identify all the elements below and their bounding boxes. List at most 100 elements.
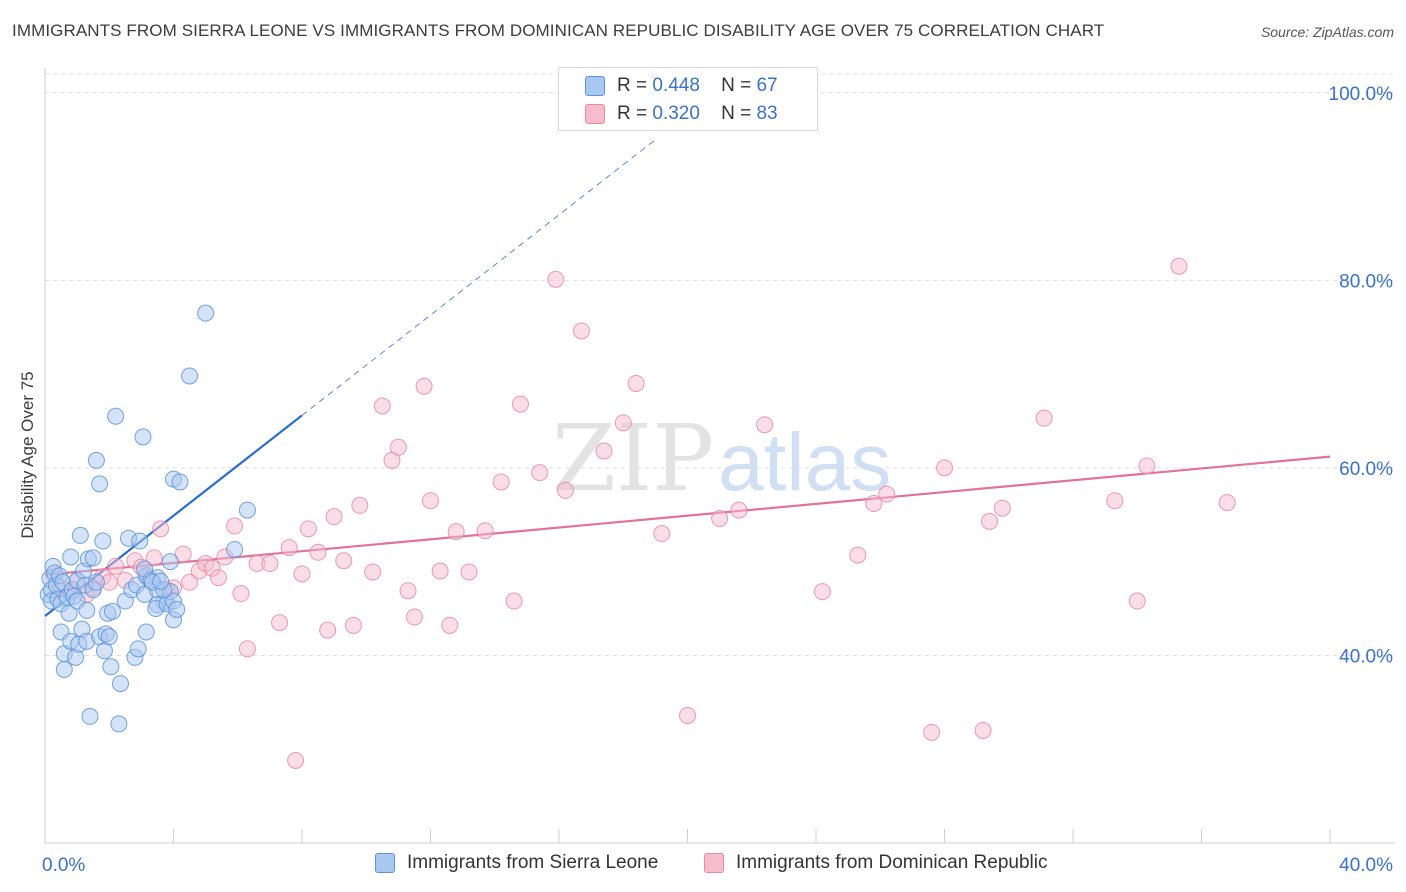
y-tick-label: 80.0% (1339, 271, 1393, 292)
legend-swatch-pink (585, 104, 605, 124)
dominican-republic-point (447, 523, 465, 541)
sierra-leone-point (71, 526, 89, 544)
legend-swatch-blue (375, 853, 395, 873)
sierra-leone-point (55, 661, 73, 679)
dominican-republic-point (993, 499, 1011, 517)
dominican-republic-point (1218, 494, 1236, 512)
dominican-republic-point (399, 582, 417, 600)
dominican-republic-point (865, 495, 883, 513)
dominican-republic-point (878, 485, 896, 503)
dominican-republic-point (974, 721, 992, 739)
r-label: R = (617, 103, 648, 124)
sierra-leone-point (95, 642, 113, 660)
dominican-republic-point (415, 377, 433, 395)
watermark: ZIP atlas (552, 405, 891, 512)
correlation-legend: R = 0.448 N = 67 R = 0.320 N = 83 (558, 67, 818, 131)
sierra-leone-point (100, 628, 118, 646)
sierra-leone-point (84, 549, 102, 567)
dominican-republic-point (280, 539, 298, 557)
dominican-republic-point (531, 464, 549, 482)
dominican-republic-point (209, 569, 227, 587)
dominican-republic-point (1170, 257, 1188, 275)
dominican-republic-point (614, 414, 632, 432)
dominican-republic-point (756, 416, 774, 434)
dominican-republic-point (441, 616, 459, 634)
dominican-republic-point (936, 459, 953, 477)
dominican-republic-point (653, 525, 671, 543)
sierra-leone-point (87, 573, 105, 591)
dominican-republic-point (431, 562, 449, 580)
dominican-republic-point (287, 751, 305, 769)
y-tick-label: 40.0% (1339, 646, 1393, 667)
dominican-republic-point (319, 621, 337, 639)
sierra-leone-point (110, 715, 128, 733)
sierra-leone-trend-extension (301, 139, 656, 416)
legend-label: Immigrants from Dominican Republic (736, 852, 1048, 873)
sierra-leone-point (103, 602, 121, 620)
dominican-republic-point (405, 608, 423, 626)
series-legend: Immigrants from Sierra Leone Immigrants … (0, 852, 1406, 876)
dominican-republic-point (238, 640, 256, 658)
dominican-republic-point (1138, 457, 1156, 475)
sierra-leone-point (129, 640, 147, 658)
legend-swatch-pink (704, 853, 724, 873)
grid-lines (45, 73, 1395, 656)
dominican-republic-point (460, 563, 478, 581)
dominican-republic-point (511, 395, 529, 413)
data-points (39, 257, 1236, 769)
dominican-republic-point (505, 592, 523, 610)
dominican-republic-point (364, 563, 382, 581)
dominican-republic-point (226, 517, 244, 535)
legend-swatch-blue (585, 76, 605, 96)
dominican-republic-point (711, 510, 729, 528)
y-axis-label: Disability Age Over 75 (18, 371, 37, 538)
sierra-leone-point (161, 553, 179, 571)
dominican-republic-point (556, 481, 574, 499)
legend-item-sierra-leone[interactable]: Immigrants from Sierra Leone (375, 852, 658, 874)
n-label: N = (721, 103, 752, 124)
dominican-republic-point (232, 585, 250, 603)
sierra-leone-point (107, 407, 125, 425)
dominican-republic-point (572, 322, 590, 340)
sierra-leone-point (181, 367, 199, 385)
sierra-leone-point (171, 473, 189, 491)
legend-row-dominican-republic: R = 0.320 N = 83 (585, 102, 778, 126)
chart-title: IMMIGRANTS FROM SIERRA LEONE VS IMMIGRAN… (12, 21, 1105, 40)
sierra-leone-point (111, 675, 129, 693)
watermark-atlas: atlas (718, 417, 891, 508)
x-tick-label: 0.0% (42, 855, 85, 876)
dominican-republic-point (373, 397, 391, 415)
dominican-republic-point (107, 557, 125, 575)
legend-row-sierra-leone: R = 0.448 N = 67 (585, 74, 778, 98)
sierra-leone-point (226, 540, 244, 558)
watermark-zip: ZIP (552, 405, 714, 512)
sierra-leone-point (91, 475, 109, 493)
dominican-republic-point (730, 501, 748, 519)
dominican-republic-point (813, 583, 831, 601)
dominican-republic-point (595, 442, 613, 460)
dominican-republic-point (152, 520, 170, 538)
sierra-leone-point (131, 532, 149, 550)
sierra-leone-point (152, 572, 170, 590)
sierra-leone-point (60, 604, 78, 622)
sierra-leone-point (87, 451, 105, 469)
legend-item-dominican-republic[interactable]: Immigrants from Dominican Republic (704, 852, 1048, 874)
r-value: 0.448 (652, 75, 700, 96)
dominican-republic-trend-line (44, 455, 1331, 576)
dominican-republic-point (923, 723, 941, 741)
dominican-republic-point (492, 473, 510, 491)
dominican-republic-point (849, 546, 867, 564)
legend-label: Immigrants from Sierra Leone (407, 852, 659, 873)
n-label: N = (721, 75, 752, 96)
dominican-republic-point (174, 545, 192, 563)
sierra-leone-point (62, 548, 80, 566)
dominican-republic-point (476, 522, 494, 540)
dominican-republic-point (1128, 592, 1146, 610)
dominican-republic-point (261, 555, 279, 573)
sierra-leone-point (197, 304, 215, 322)
dominican-republic-point (679, 706, 696, 724)
r-label: R = (617, 75, 648, 96)
dominican-republic-point (422, 492, 439, 510)
dominican-republic-point (299, 520, 317, 538)
